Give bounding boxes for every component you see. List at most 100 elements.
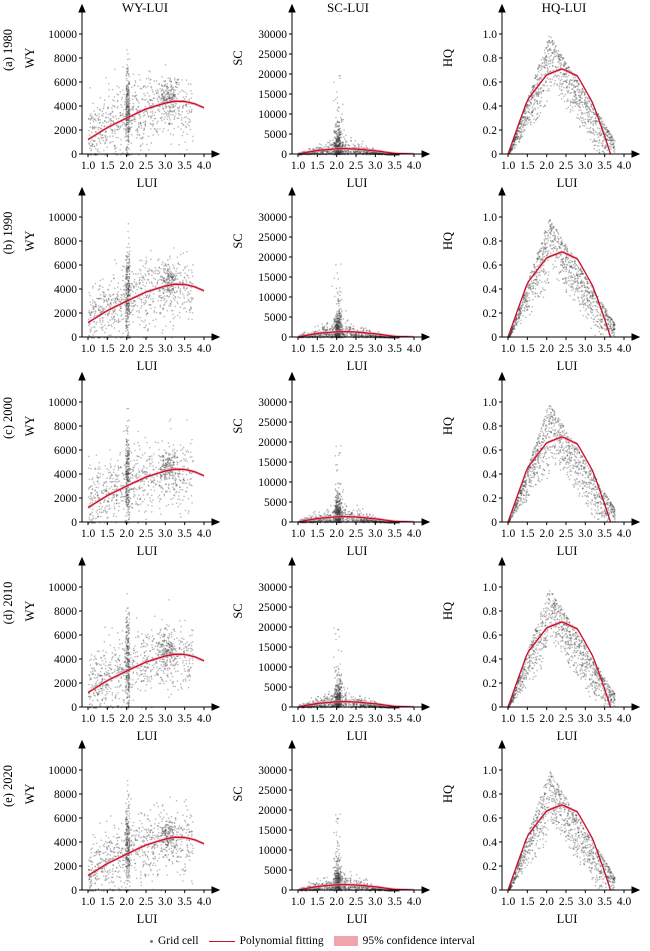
grid-cell-point [356,329,359,331]
grid-cell-point [396,154,398,156]
grid-cell-point [125,86,128,88]
grid-cell-point [98,113,100,115]
grid-cell-point [182,90,184,93]
grid-cell-point [593,138,595,140]
grid-cell-point [125,148,127,150]
grid-cell-point [114,287,116,289]
grid-cell-point [129,293,132,295]
grid-cell-point [586,131,588,133]
grid-cell-point [339,152,341,154]
grid-cell-point [128,110,131,112]
grid-cell-point [339,131,342,133]
y-axis-arrow [78,3,86,13]
grid-cell-point [336,140,338,142]
grid-cell-point [164,268,167,271]
grid-cell-point [345,140,347,142]
grid-cell-point [172,134,174,136]
grid-cell-point [127,113,130,115]
grid-cell-point [99,285,102,287]
grid-cell-point [590,118,592,120]
grid-cell-point [125,88,127,90]
grid-cell-point [365,152,367,154]
grid-cell-point [542,106,545,108]
grid-cell-point [110,119,112,121]
grid-cell-point [515,135,518,137]
grid-cell-point [548,57,550,59]
grid-cell-point [169,110,171,113]
grid-cell-point [350,151,352,153]
grid-cell-point [107,303,109,305]
grid-cell-point [182,302,184,304]
grid-cell-point [338,131,340,133]
grid-cell-point [163,91,165,93]
grid-cell-point [174,316,176,318]
grid-cell-point [332,150,334,153]
grid-cell-point [336,138,338,141]
x-tick-label: 2.5 [139,343,154,355]
x-tick-label: 1.0 [81,343,96,355]
grid-cell-point [328,150,330,153]
grid-cell-point [131,98,134,101]
grid-cell-point [541,63,543,65]
grid-cell-point [389,154,391,156]
grid-cell-point [388,154,390,156]
grid-cell-point [177,109,179,112]
grid-cell-point [94,118,96,121]
grid-cell-point [121,298,123,300]
grid-cell-point [354,151,357,153]
grid-cell-point [334,131,336,133]
grid-cell-point [338,144,340,146]
grid-cell-point [398,154,400,156]
grid-cell-point [359,151,361,153]
grid-cell-point [169,107,171,109]
grid-cell-point [126,105,128,107]
grid-cell-point [109,113,111,115]
grid-cell-point [560,89,563,92]
grid-cell-point [163,277,165,279]
grid-cell-point [113,327,116,329]
grid-cell-point [323,150,325,153]
grid-cell-point [115,150,117,153]
grid-cell-point [172,103,174,106]
grid-cell-point [119,115,121,117]
grid-cell-point [164,105,167,107]
grid-cell-point [391,154,393,156]
grid-cell-point [167,97,169,100]
grid-cell-point [91,312,93,314]
grid-cell-point [139,277,141,279]
grid-cell-point [124,115,126,117]
grid-cell-point [166,291,168,293]
grid-cell-point [565,72,567,74]
grid-cell-point [336,132,338,134]
grid-cell-point [365,152,367,155]
grid-cell-point [151,115,153,117]
grid-cell-point [131,86,133,88]
grid-cell-point [127,313,129,315]
grid-cell-point [334,146,337,148]
grid-cell-point [144,114,146,116]
grid-cell-point [320,147,322,150]
grid-cell-point [339,143,341,146]
grid-cell-point [588,113,590,115]
grid-cell-point [336,145,338,148]
grid-cell-point [185,281,188,283]
grid-cell-point [331,152,333,154]
grid-cell-point [163,98,165,101]
grid-cell-point [125,255,127,257]
grid-cell-point [127,106,129,108]
grid-cell-point [590,122,592,125]
grid-cell-point [341,113,343,116]
grid-cell-point [156,97,159,99]
grid-cell-point [592,111,595,114]
grid-cell-point [137,154,140,156]
grid-cell-point [167,96,169,98]
grid-cell-point [109,306,111,308]
grid-cell-point [123,285,125,287]
grid-cell-point [156,91,158,94]
grid-cell-point [341,133,343,135]
grid-cell-point [337,152,340,154]
grid-cell-point [554,73,556,76]
grid-cell-point [548,40,550,42]
grid-cell-point [120,315,122,317]
grid-cell-point [325,151,327,153]
